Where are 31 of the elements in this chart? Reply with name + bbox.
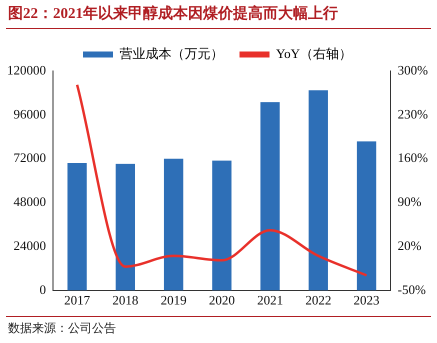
y2-tick-label: 20% xyxy=(398,238,422,253)
y-tick-label: 0 xyxy=(40,282,46,297)
y2-tick-label: 230% xyxy=(398,106,428,122)
bar xyxy=(116,164,136,290)
y-tick-label: 72000 xyxy=(14,150,46,166)
x-tick-label: 2022 xyxy=(305,292,332,308)
bar xyxy=(308,90,328,290)
bar xyxy=(212,160,232,290)
y-tick-label: 96000 xyxy=(14,106,46,122)
x-tick-label: 2021 xyxy=(257,292,284,308)
legend-label: YoY（右轴） xyxy=(276,46,352,61)
bar xyxy=(67,162,87,290)
y2-tick-label: 300% xyxy=(398,62,428,78)
y2-tick-label: 160% xyxy=(398,150,428,166)
bar xyxy=(164,158,184,290)
bar xyxy=(260,102,280,290)
y-tick-label: 24000 xyxy=(14,238,46,253)
chart-title: 图22：2021年以来甲醇成本因煤价提高而大幅上行 xyxy=(8,4,338,23)
line-series xyxy=(76,84,368,277)
x-tick-label: 2017 xyxy=(64,292,91,308)
legend-label: 营业成本（万元） xyxy=(120,46,224,61)
x-tick-label: 2023 xyxy=(354,292,380,308)
bar xyxy=(356,141,376,290)
x-tick-label: 2018 xyxy=(112,292,138,308)
x-tick-label: 2019 xyxy=(160,292,187,308)
x-tick-label: 2020 xyxy=(208,292,235,308)
y-tick-label: 120000 xyxy=(7,62,46,78)
source-note: 数据来源：公司公告 xyxy=(8,320,116,337)
y2-tick-label: -50% xyxy=(398,282,426,297)
y-tick-label: 48000 xyxy=(14,194,46,210)
y2-tick-label: 90% xyxy=(398,194,422,210)
